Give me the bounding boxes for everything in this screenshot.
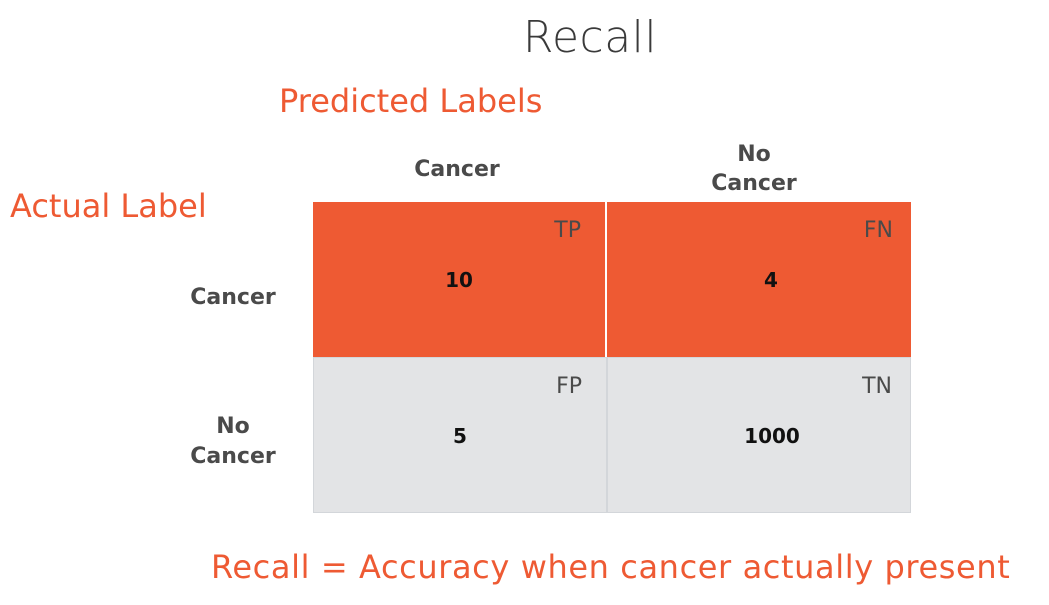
cell-tag: FP xyxy=(556,374,582,399)
column-header-no-cancer: No Cancer xyxy=(654,140,854,198)
row-header-line: Cancer xyxy=(190,444,276,469)
column-header-line: Cancer xyxy=(711,171,797,196)
cell-value: 1000 xyxy=(744,424,800,448)
column-header-line: Cancer xyxy=(414,157,500,182)
column-header-line: No xyxy=(737,142,771,167)
cell-false-positive: FP 5 xyxy=(313,357,607,513)
cell-tag: TP xyxy=(554,218,581,243)
cell-value: 5 xyxy=(453,424,467,448)
cell-tag: TN xyxy=(862,374,892,399)
actual-axis-label: Actual Label xyxy=(10,187,207,225)
predicted-axis-label: Predicted Labels xyxy=(279,82,543,120)
row-header-no-cancer: No Cancer xyxy=(133,412,333,472)
cell-tag: FN xyxy=(863,218,893,243)
row-header-line: No xyxy=(216,414,250,439)
cell-true-negative: TN 1000 xyxy=(607,357,911,513)
cell-true-positive: TP 10 xyxy=(313,202,605,357)
slide-title: Recall xyxy=(522,12,658,63)
cell-false-negative: FN 4 xyxy=(607,202,911,357)
cell-value: 4 xyxy=(764,268,778,292)
column-header-cancer: Cancer xyxy=(357,155,557,184)
cell-value: 10 xyxy=(445,268,473,292)
row-header-cancer: Cancer xyxy=(133,283,333,313)
row-header-line: Cancer xyxy=(190,285,276,310)
confusion-matrix: TP 10 FN 4 FP 5 TN 1000 xyxy=(313,202,911,513)
recall-definition: Recall = Accuracy when cancer actually p… xyxy=(211,548,1011,586)
